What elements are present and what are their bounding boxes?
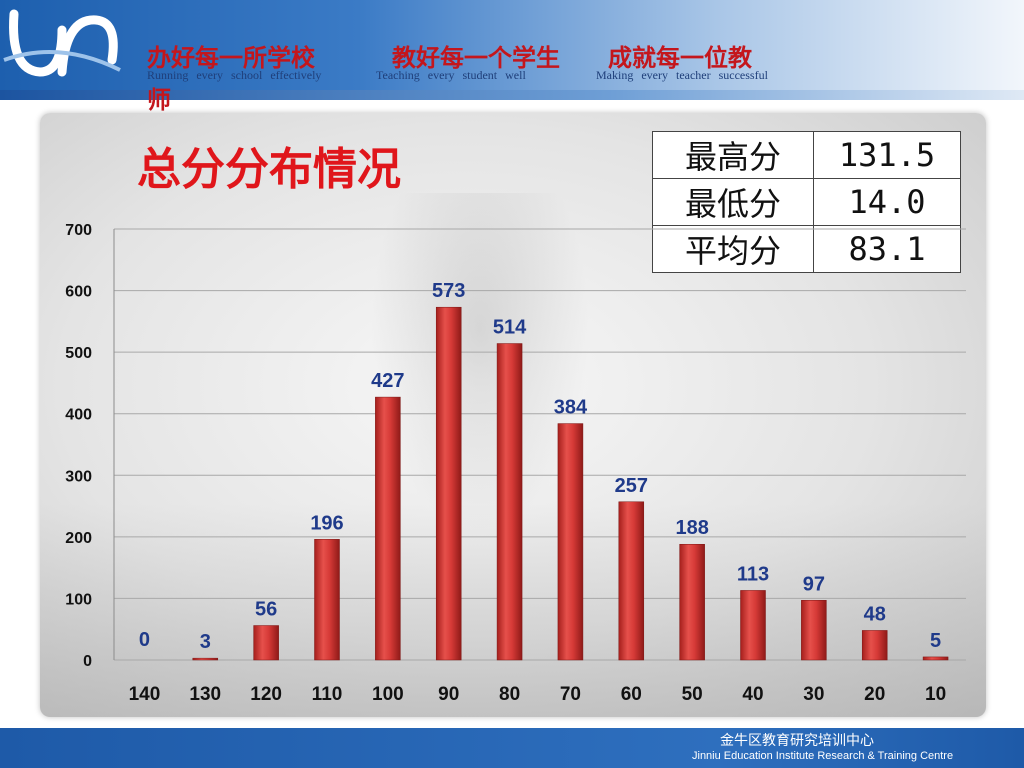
bar bbox=[435, 306, 462, 661]
data-label: 3 bbox=[200, 631, 211, 653]
data-label: 196 bbox=[310, 512, 343, 534]
background-figure bbox=[370, 193, 590, 533]
y-tick-label: 200 bbox=[65, 530, 92, 547]
y-tick-label: 500 bbox=[65, 345, 92, 362]
data-label: 56 bbox=[255, 599, 277, 621]
chart-title: 总分分布情况 bbox=[137, 144, 401, 195]
stats-value-avg: 83.1 bbox=[813, 225, 961, 273]
bar bbox=[314, 539, 340, 661]
bar bbox=[801, 600, 827, 661]
x-tick-label: 100 bbox=[372, 684, 404, 705]
data-label: 573 bbox=[432, 280, 465, 302]
x-tick-label: 130 bbox=[189, 684, 221, 705]
x-tick-label: 70 bbox=[560, 684, 581, 705]
stats-row-avg: 平均分 83.1 bbox=[652, 225, 961, 273]
y-tick-label: 700 bbox=[65, 222, 92, 239]
x-tick-label: 120 bbox=[250, 684, 282, 705]
logo-icon bbox=[3, 9, 121, 77]
bar bbox=[861, 630, 888, 661]
bar bbox=[253, 625, 279, 661]
x-tick-label: 110 bbox=[312, 684, 343, 705]
bar bbox=[375, 396, 401, 661]
x-tick-label: 80 bbox=[499, 684, 520, 705]
y-tick-label: 400 bbox=[65, 407, 92, 424]
x-tick-label: 60 bbox=[621, 684, 642, 705]
stats-row-min: 最低分 14.0 bbox=[652, 178, 961, 226]
data-label: 5 bbox=[930, 630, 941, 652]
stats-label-min: 最低分 bbox=[652, 178, 814, 226]
stats-table: 最高分 131.5 最低分 14.0 平均分 83.1 bbox=[652, 131, 961, 273]
header-bar bbox=[0, 90, 1024, 100]
footer-bar bbox=[0, 728, 1024, 768]
data-label: 113 bbox=[737, 563, 769, 585]
x-tick-label: 10 bbox=[925, 684, 946, 705]
slogan-2: 教好每一个学生 bbox=[392, 44, 560, 72]
data-label: 48 bbox=[864, 603, 886, 625]
data-label: 427 bbox=[371, 370, 404, 392]
slogan-3-wrap: 师 bbox=[147, 86, 171, 114]
header-banner bbox=[0, 0, 1024, 100]
data-label: 0 bbox=[139, 629, 150, 651]
data-label: 514 bbox=[493, 317, 527, 339]
slogan-english-3: Making every teacher successful bbox=[596, 68, 768, 82]
footer-org-en: Jinniu Education Institute Research & Tr… bbox=[692, 750, 954, 762]
bar bbox=[618, 501, 645, 661]
bar bbox=[192, 657, 219, 661]
slogan-1: 办好每一所学校 bbox=[147, 44, 315, 72]
stats-row-max: 最高分 131.5 bbox=[652, 131, 961, 179]
x-tick-label: 40 bbox=[742, 684, 763, 705]
x-tick-label: 20 bbox=[864, 684, 885, 705]
stats-value-max: 131.5 bbox=[813, 131, 961, 179]
y-tick-label: 300 bbox=[65, 468, 92, 485]
x-tick-label: 140 bbox=[129, 684, 161, 705]
data-label: 384 bbox=[554, 397, 588, 419]
data-label: 188 bbox=[675, 517, 708, 539]
x-tick-label: 50 bbox=[682, 684, 703, 705]
y-tick-label: 100 bbox=[65, 591, 92, 608]
footer-org-cn: 金牛区教育研究培训中心 bbox=[720, 733, 874, 749]
bar bbox=[740, 590, 766, 661]
bar bbox=[496, 343, 523, 661]
slogan-3: 成就每一位教 bbox=[608, 44, 752, 72]
x-tick-label: 90 bbox=[438, 684, 459, 705]
data-label: 257 bbox=[615, 475, 648, 497]
y-tick-label: 0 bbox=[83, 653, 92, 670]
bar bbox=[679, 543, 705, 661]
slogan-english-1: Running every school effectively bbox=[147, 68, 322, 82]
stats-label-avg: 平均分 bbox=[652, 225, 814, 273]
data-label: 97 bbox=[803, 573, 825, 595]
x-tick-label: 30 bbox=[803, 684, 824, 705]
bar bbox=[557, 423, 584, 661]
y-tick-label: 600 bbox=[65, 284, 92, 301]
slogan-english-2: Teaching every student well bbox=[376, 68, 526, 82]
bar bbox=[922, 656, 949, 661]
